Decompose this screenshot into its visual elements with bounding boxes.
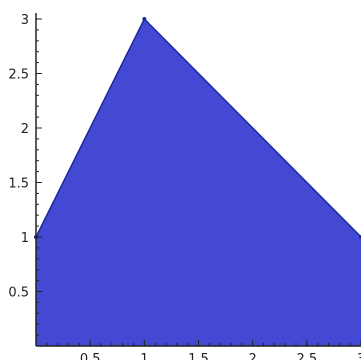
y-tick-label: 1.5 [8, 177, 29, 192]
y-tick-label: 0.5 [8, 286, 29, 301]
y-tick-label: 3 [21, 13, 29, 28]
tick-labels: 0.5 1 1.5 2 2.5 3 0.5 1 1.5 2 2.5 3 [8, 13, 361, 360]
y-tick-label: 1 [21, 231, 29, 246]
plot-area [34, 17, 361, 346]
area-fill [36, 19, 361, 346]
axes [35, 13, 361, 347]
x-tick-label: 1 [140, 352, 148, 360]
x-tick-label: 1.5 [188, 352, 209, 360]
x-tick-label: 2 [249, 352, 257, 360]
x-tick-label: 0.5 [80, 352, 101, 360]
y-tick-label: 2.5 [8, 68, 29, 83]
x-tick-label: 2.5 [296, 352, 317, 360]
data-point [142, 17, 147, 21]
y-tick-label: 2 [21, 122, 29, 137]
x-tick-label: 3 [357, 352, 361, 360]
